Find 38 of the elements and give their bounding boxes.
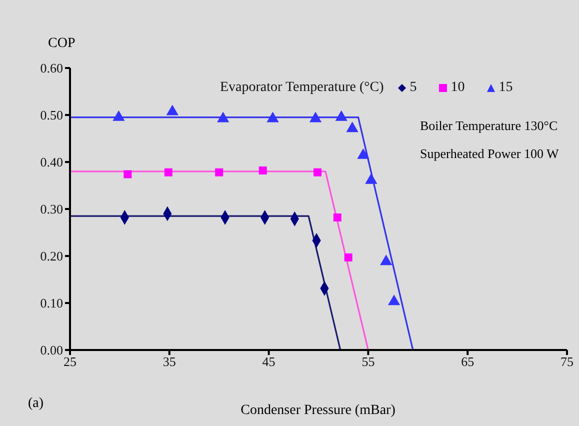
point <box>333 213 342 222</box>
annotation: Superheated Power 100 W <box>420 146 559 162</box>
point <box>344 253 352 262</box>
point <box>266 112 279 122</box>
y-tick-label: 0.10 <box>40 296 63 311</box>
point <box>309 112 322 122</box>
y-tick-label: 0.00 <box>40 342 63 358</box>
point <box>365 173 378 184</box>
point <box>346 122 358 132</box>
point <box>164 168 172 176</box>
x-axis-title: Condenser Pressure (mBar) <box>240 403 396 418</box>
x-tick-label: 75 <box>560 354 574 370</box>
point <box>357 148 370 159</box>
point <box>124 170 132 178</box>
y-axis-title: COP <box>48 36 76 52</box>
y-tick-label: 0.20 <box>40 248 63 264</box>
x-tick-label: 45 <box>262 354 276 370</box>
x-tick-label: 65 <box>461 354 474 370</box>
point <box>216 112 230 122</box>
text: (a) <box>28 396 44 412</box>
point <box>215 168 224 176</box>
point <box>258 166 267 174</box>
x-tick-label: 55 <box>362 354 375 370</box>
x-tick-label: 25 <box>64 354 76 370</box>
legend-label: 5 <box>410 80 417 96</box>
point <box>335 110 348 121</box>
y-tick-label: 0.50 <box>40 108 63 123</box>
point <box>314 168 322 176</box>
y-tick-label: 0.40 <box>40 154 63 170</box>
legend-title: Evaporator Temperature (°C) <box>220 80 384 96</box>
point <box>112 110 125 121</box>
y-tick-label: 0.60 <box>40 60 63 76</box>
y-tick-label: 0.30 <box>40 202 63 217</box>
legend-label: 15 <box>498 80 513 96</box>
x-tick-label: 35 <box>162 354 176 370</box>
legend-label: 10 <box>450 80 465 96</box>
annotation: Boiler Temperature 130°C <box>420 118 558 134</box>
point <box>166 104 178 116</box>
